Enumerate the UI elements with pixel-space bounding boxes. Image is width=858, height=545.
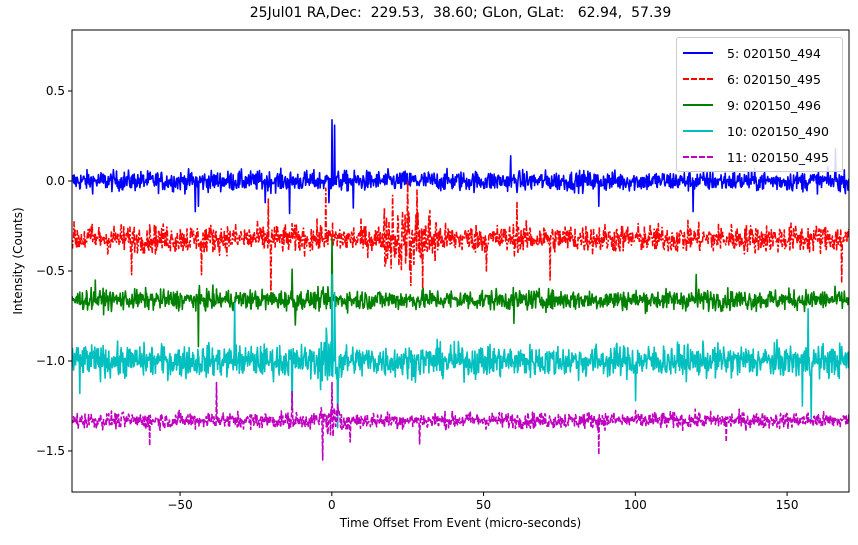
svg-text:−1.5: −1.5 [36,444,65,458]
x-axis-label: Time Offset From Event (micro-seconds) [339,516,582,530]
svg-text:−1.0: −1.0 [36,354,65,368]
y-axis-ticks: 0.5 0.0 −0.5 −1.0 −1.5 [36,84,72,458]
series-line [72,119,849,215]
series-line [72,237,849,348]
svg-text:0.5: 0.5 [46,84,65,98]
legend-label: 9: 020150_496 [727,97,821,113]
legend-label: 11: 020150_495 [727,149,829,165]
svg-text:−50: −50 [167,498,192,512]
legend-label: 6: 020150_495 [727,71,821,87]
svg-text:−0.5: −0.5 [36,264,65,278]
legend-item: 9: 020150_496 [683,95,821,115]
legend-item: 10: 020150_490 [683,121,829,141]
series-line [72,180,849,305]
series-line [72,381,849,461]
chart-title: 25Jul01 RA,Dec: 229.53, 38.60; GLon, GLa… [249,5,672,21]
legend-item: 5: 020150_494 [683,43,821,63]
svg-text:0: 0 [328,498,336,512]
x-axis-ticks: −50 0 50 100 150 [167,492,799,512]
legend-label: 10: 020150_490 [727,123,829,139]
svg-text:100: 100 [624,498,647,512]
legend: 5: 020150_494 6: 020150_495 9: 020150_49… [676,37,843,172]
plot-frame [71,29,850,493]
y-axis-label: Intensity (Counts) [11,207,25,315]
svg-text:150: 150 [776,498,799,512]
legend-swatch-solid-cyan [683,130,713,132]
legend-swatch-dashed-magenta [683,156,713,158]
legend-swatch-dashdot-red [683,78,713,80]
legend-label: 5: 020150_494 [727,45,821,61]
legend-swatch-solid-green [683,104,713,106]
svg-text:50: 50 [476,498,491,512]
legend-swatch-solid-blue [683,52,713,54]
series-layer [72,119,849,461]
legend-item: 6: 020150_495 [683,69,821,89]
svg-text:0.0: 0.0 [46,174,65,188]
series-line [72,273,849,429]
legend-item: 11: 020150_495 [683,147,829,167]
